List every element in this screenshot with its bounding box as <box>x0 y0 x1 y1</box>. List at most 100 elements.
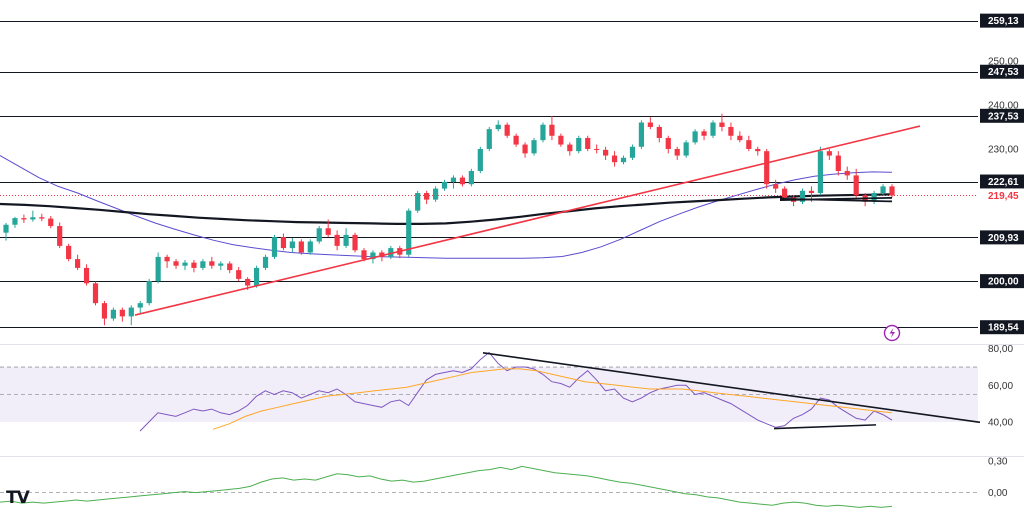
candle-body <box>844 170 850 176</box>
long-moving-average-line <box>0 193 893 225</box>
candle <box>298 239 304 255</box>
candle <box>253 265 260 288</box>
candle <box>620 155 627 165</box>
candle <box>12 216 18 228</box>
candle <box>594 144 600 154</box>
candle <box>647 117 653 130</box>
candle-body <box>782 188 788 198</box>
price-axis-tags: 250,00 240,00 230,00 259,13 247,53 237,53 222,… <box>980 13 1024 335</box>
candle-body <box>48 218 54 227</box>
candle-body <box>137 303 143 308</box>
candle-body <box>486 129 492 149</box>
level-tag-bg <box>980 64 1024 79</box>
candle-body <box>245 278 251 286</box>
lightning-alert-icon[interactable] <box>883 324 901 342</box>
pane-separators <box>0 344 1024 457</box>
candle-body <box>701 131 707 136</box>
candle <box>370 250 376 264</box>
candle-body <box>21 218 27 220</box>
candle-body <box>361 250 367 260</box>
rsi-tick-label: 40,00 <box>988 417 1013 428</box>
candle <box>603 146 609 160</box>
candle <box>459 175 466 187</box>
candle-body <box>236 270 242 279</box>
candle-body <box>262 256 269 268</box>
candle <box>531 137 537 156</box>
oscillator-pane: 0,30 0,00 <box>0 457 1008 508</box>
candle <box>585 135 591 152</box>
candle <box>468 168 474 187</box>
candle-body <box>576 137 582 152</box>
oscillator-line <box>0 465 893 508</box>
candle-body <box>334 234 340 246</box>
candle <box>57 222 63 249</box>
candle-body <box>415 193 421 211</box>
rsi-band <box>0 367 978 422</box>
candle-body <box>540 124 546 141</box>
candle-body <box>352 234 358 251</box>
candle-body <box>522 144 528 154</box>
candle-body <box>495 124 501 130</box>
candle <box>316 226 322 244</box>
candle <box>128 305 134 326</box>
level-tag-label: 237,53 <box>988 111 1019 122</box>
candle <box>66 243 72 262</box>
candle <box>39 213 45 222</box>
candle <box>665 135 671 154</box>
candle <box>773 179 779 194</box>
rsi-pane: 80,00 60,00 40,00 <box>0 344 1013 432</box>
moving-averages <box>0 155 893 259</box>
candle <box>209 256 215 269</box>
candle-body <box>647 122 653 127</box>
candle-body <box>316 228 322 242</box>
level-tag-bg <box>980 230 1024 245</box>
candle <box>495 120 501 132</box>
rsi-line <box>139 351 893 432</box>
candle-body <box>513 135 519 145</box>
candle-body <box>620 157 627 163</box>
oscillator-tick-label: 0,00 <box>988 488 1008 499</box>
candle-body <box>683 142 689 156</box>
candle <box>343 228 349 249</box>
candle <box>558 133 564 147</box>
level-tag-bg <box>980 320 1024 335</box>
candle <box>853 168 859 198</box>
candle <box>191 259 197 273</box>
candle <box>92 281 99 306</box>
candle <box>683 140 689 158</box>
level-tag-bg <box>980 108 1024 123</box>
candle-body <box>504 124 510 136</box>
candle-body <box>57 226 63 246</box>
candle-body <box>656 126 662 138</box>
consolidation-trendline <box>779 197 893 203</box>
candle-body <box>280 237 287 249</box>
price-tick-label: 230,00 <box>988 144 1019 155</box>
candle-body <box>253 267 260 286</box>
level-tag-label: 200,00 <box>988 277 1019 288</box>
level-tag-label: 259,13 <box>988 16 1019 27</box>
candle <box>522 142 528 158</box>
candle <box>307 239 313 255</box>
candle-body <box>307 241 313 253</box>
candle <box>710 120 716 138</box>
candle-body <box>638 122 645 147</box>
candle-body <box>799 190 806 202</box>
candle <box>486 126 492 152</box>
candle-body <box>468 170 474 185</box>
candle <box>611 151 618 167</box>
candle <box>826 148 832 160</box>
candle-body <box>710 122 716 136</box>
candle <box>182 259 188 271</box>
candle <box>280 233 287 251</box>
candle <box>236 267 242 282</box>
oscillator-tick-label: 0,30 <box>988 457 1008 468</box>
candle-body <box>379 252 385 257</box>
candle-body <box>388 248 394 257</box>
candle-body <box>773 184 779 189</box>
candle <box>835 151 841 176</box>
level-tag-label: 209,93 <box>988 233 1019 244</box>
candle-body <box>128 307 134 317</box>
candle <box>432 186 439 202</box>
candle <box>728 122 734 141</box>
